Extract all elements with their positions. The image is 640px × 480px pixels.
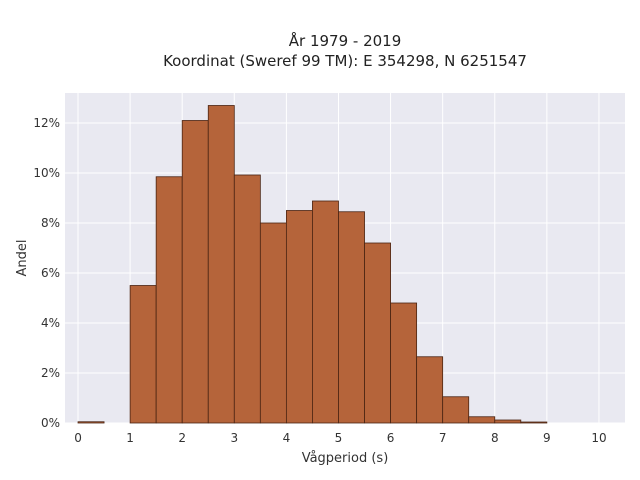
x-tick-labels: 0 1 2 3 4 5 6 7 8 9 10 [74,431,606,445]
histogram-bar [364,242,391,424]
histogram-bar [338,211,365,424]
x-tick-label: 4 [283,431,291,445]
histogram-bar [155,176,183,424]
histogram-bar [285,210,313,424]
histogram-bar [77,421,105,424]
histogram-bar [259,222,287,424]
histogram-bar [442,396,470,424]
x-tick-label: 7 [439,431,447,445]
y-tick-labels: 0% 2% 4% 6% 8% 10% 12% [33,116,60,430]
histogram-bar [181,120,209,424]
x-tick-label: 1 [126,431,134,445]
x-tick-label: 3 [230,431,238,445]
x-axis-label: Vågperiod (s) [302,451,389,466]
bars [77,105,548,424]
y-tick-label: 6% [41,266,60,280]
y-tick-label: 10% [33,166,60,180]
y-tick-label: 8% [41,216,60,230]
x-tick-label: 8 [491,431,499,445]
y-tick-label: 12% [33,116,60,130]
chart-title-line-1: År 1979 - 2019 [289,31,402,50]
histogram-bar [312,200,339,424]
histogram-bar [207,105,235,424]
histogram-bar [416,356,444,424]
x-tick-label: 5 [335,431,343,445]
y-axis-label: Andel [15,240,30,277]
histogram-bar [494,419,522,424]
x-tick-label: 9 [543,431,551,445]
y-tick-label: 2% [41,366,60,380]
x-tick-label: 10 [591,431,606,445]
histogram-bar [129,285,157,424]
y-tick-label: 4% [41,316,60,330]
y-tick-label: 0% [41,416,60,430]
histogram-bar [520,421,548,424]
histogram-bar [468,416,496,424]
x-tick-label: 6 [387,431,395,445]
x-tick-label: 2 [178,431,186,445]
histogram-bar [390,302,418,424]
chart-title-line-2: Koordinat (Sweref 99 TM): E 354298, N 62… [163,52,527,70]
x-tick-label: 0 [74,431,82,445]
histogram-bar [233,174,261,424]
